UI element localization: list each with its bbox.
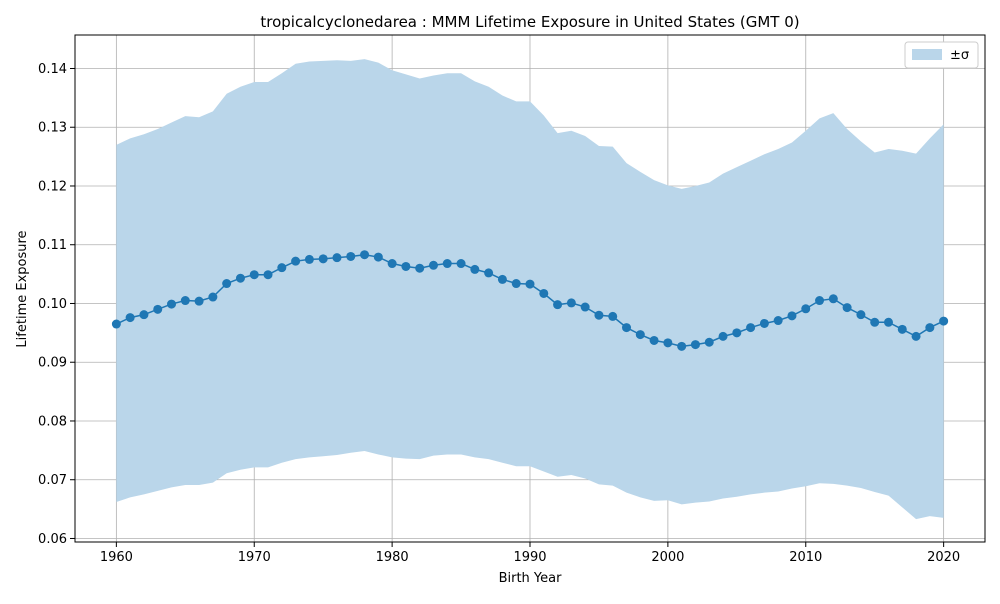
data-point [208,292,218,302]
y-tick-label: 0.12 [38,179,67,194]
data-point [111,319,121,329]
data-point [566,298,576,308]
data-point [332,253,342,263]
y-tick-label: 0.09 [38,356,67,371]
data-point [828,294,838,304]
legend-swatch-sigma [912,49,942,60]
data-point [277,263,287,273]
data-point [318,254,328,264]
data-point [801,304,811,314]
y-tick-label: 0.14 [38,62,67,77]
x-tick-label: 1980 [376,550,409,565]
data-point [304,254,314,264]
data-point [511,279,521,289]
legend-label-sigma: ±σ [950,48,969,63]
x-axis-label: Birth Year [499,571,563,586]
x-tick-label: 2020 [927,550,960,565]
data-point [773,316,783,326]
data-point [497,274,507,284]
data-point [470,264,480,274]
x-tick-label: 1960 [100,550,133,565]
y-tick-label: 0.13 [38,121,67,136]
data-point [401,261,411,271]
data-point [690,340,700,350]
y-tick-label: 0.11 [38,238,67,253]
data-point [373,252,383,262]
data-point [539,288,549,298]
data-point [622,323,632,333]
data-point [415,263,425,273]
chart-title: tropicalcyclonedarea : MMM Lifetime Expo… [260,13,799,31]
data-point [677,341,687,351]
data-point [842,303,852,313]
data-point [911,331,921,341]
data-point [291,256,301,266]
data-point [746,323,756,333]
data-point [704,337,714,347]
x-tick-label: 2010 [789,550,822,565]
data-point [125,313,135,323]
data-point [608,311,618,321]
data-point [939,316,949,326]
data-point [249,270,259,280]
x-tick-label: 1990 [513,550,546,565]
data-point [594,310,604,320]
data-point [360,250,370,260]
data-point [732,328,742,338]
data-point [580,302,590,312]
data-point [649,335,659,345]
data-point [525,279,535,289]
data-point [194,296,204,306]
mean-series [111,250,949,351]
data-point [263,270,273,280]
data-point [346,251,356,261]
data-point [456,259,466,269]
data-point [787,311,797,321]
data-point [153,304,163,314]
data-point [180,296,190,306]
data-point [139,310,149,320]
data-point [856,310,866,320]
data-point [663,338,673,348]
data-point [222,279,232,289]
data-point [870,317,880,327]
data-point [553,300,563,310]
data-point [428,260,438,270]
data-point [897,324,907,334]
data-point [235,273,245,283]
data-point [883,317,893,327]
y-tick-label: 0.08 [38,414,67,429]
data-point [718,331,728,341]
x-tick-label: 2000 [651,550,684,565]
legend: ±σ [904,41,979,69]
data-point [759,318,769,328]
x-tick-label: 1970 [238,550,271,565]
y-tick-label: 0.10 [38,297,67,312]
data-point [635,330,645,340]
data-point [815,296,825,306]
y-tick-label: 0.06 [38,532,67,547]
data-point [925,323,935,333]
y-tick-label: 0.07 [38,473,67,488]
data-point [442,259,452,269]
y-axis-label: Lifetime Exposure [15,230,30,347]
data-point [387,259,397,269]
sigma-band [116,59,944,520]
data-point [167,299,177,309]
data-point [484,268,494,278]
axes: 1960 1970 1980 1990 2000 2010 2020 0.06 0.07 0.08… [38,62,960,565]
